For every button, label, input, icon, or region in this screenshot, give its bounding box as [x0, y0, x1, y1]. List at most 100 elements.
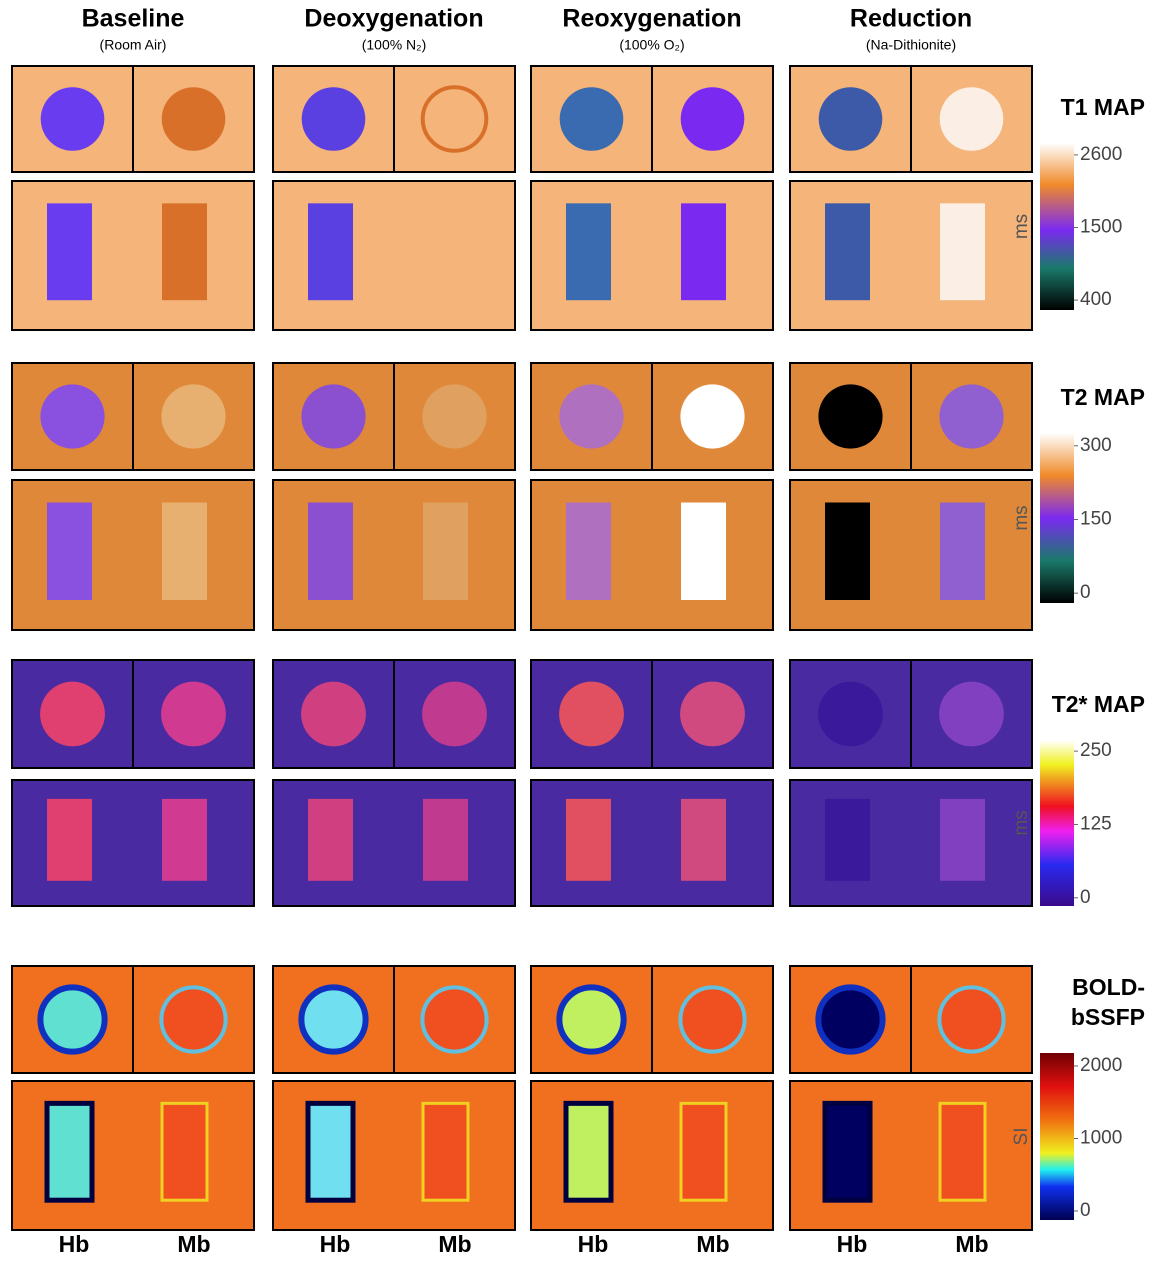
bottom-label: Hb — [837, 1231, 868, 1257]
hb-tube — [825, 1103, 870, 1200]
hb-tube — [308, 799, 353, 881]
colorbar-tick-label: 2600 — [1080, 144, 1122, 165]
mb-tube — [162, 203, 207, 300]
mb-tube — [940, 503, 985, 601]
hb-sample — [818, 987, 882, 1051]
hb-tube — [47, 503, 92, 601]
colorbar — [1040, 740, 1074, 906]
hb-tube — [566, 1103, 611, 1200]
bottom-label: Mb — [177, 1231, 210, 1257]
unit-label: SI — [1011, 1128, 1032, 1146]
colorbar-tick-label: 300 — [1080, 435, 1112, 456]
map-title: T2* MAP — [1052, 691, 1145, 717]
column-title: Baseline — [82, 5, 185, 33]
hb-sample — [40, 682, 105, 747]
hb-tube — [47, 1103, 92, 1200]
map-title: BOLD- — [1072, 974, 1145, 1000]
colorbar-tick-label: 0 — [1080, 582, 1091, 603]
bottom-label: Mb — [438, 1231, 471, 1257]
mb-tube — [681, 799, 726, 881]
colorbar-tick-label: 1000 — [1080, 1128, 1122, 1149]
mb-sample — [161, 682, 226, 747]
mb-sample — [939, 384, 1003, 448]
hb-tube — [825, 503, 870, 601]
mb-sample — [161, 384, 225, 448]
hb-sample — [819, 87, 883, 151]
hb-sample — [41, 87, 105, 151]
hb-tube — [47, 203, 92, 300]
mb-sample — [422, 682, 487, 747]
colorbar-tick-label: 0 — [1080, 887, 1091, 908]
mb-sample — [939, 682, 1004, 747]
mb-sample — [680, 384, 744, 448]
hb-tube — [308, 503, 353, 601]
hb-tube — [825, 203, 870, 300]
column-title: Reduction — [850, 5, 972, 33]
mb-tube — [940, 1103, 985, 1200]
column-title: Deoxygenation — [304, 5, 483, 33]
unit-label: ms — [1011, 810, 1032, 835]
colorbar — [1040, 433, 1074, 603]
colorbar-tick-label: 150 — [1080, 508, 1112, 529]
column-subtitle: (Room Air) — [100, 37, 167, 53]
mb-tube — [162, 1103, 207, 1200]
hb-sample — [301, 987, 365, 1051]
mb-tube — [162, 503, 207, 601]
mb-tube — [162, 799, 207, 881]
bottom-label: Hb — [578, 1231, 609, 1257]
mb-tube — [423, 1103, 468, 1200]
map-title: bSSFP — [1071, 1004, 1145, 1030]
colorbar — [1040, 1053, 1074, 1220]
mb-sample — [680, 682, 745, 747]
colorbar-tick-label: 250 — [1080, 740, 1112, 761]
mb-sample — [162, 87, 226, 151]
mb-sample — [422, 987, 486, 1051]
hb-sample — [40, 384, 104, 448]
column-subtitle: (100% N₂) — [362, 37, 427, 53]
mb-sample — [161, 987, 225, 1051]
hb-sample — [559, 987, 623, 1051]
bottom-label: Hb — [320, 1231, 351, 1257]
hb-sample — [559, 384, 623, 448]
colorbar — [1040, 143, 1074, 310]
mb-sample — [680, 987, 744, 1051]
unit-label: ms — [1011, 505, 1032, 530]
mb-sample — [422, 384, 486, 448]
mb-sample — [681, 87, 745, 151]
mb-tube — [423, 503, 468, 601]
hb-sample — [560, 87, 624, 151]
column-subtitle: (Na-Dithionite) — [866, 37, 956, 53]
mb-tube — [681, 203, 726, 300]
hb-sample — [818, 682, 883, 747]
column-title: Reoxygenation — [562, 5, 741, 33]
hb-tube — [566, 799, 611, 881]
hb-tube — [566, 503, 611, 601]
hb-sample — [301, 682, 366, 747]
figure: Baseline (Room Air) Hb Mb Deoxygenation (100%… — [0, 0, 1160, 1261]
colorbar-tick-label: 2000 — [1080, 1055, 1122, 1076]
unit-label: ms — [1011, 214, 1032, 239]
hb-tube — [308, 203, 353, 300]
mb-sample — [939, 987, 1003, 1051]
hb-tube — [566, 203, 611, 300]
colorbar-tick-label: 0 — [1080, 1200, 1091, 1221]
mb-sample — [423, 87, 487, 151]
hb-sample — [40, 987, 104, 1051]
mb-sample — [940, 87, 1004, 151]
hb-sample — [301, 384, 365, 448]
bottom-label: Hb — [59, 1231, 90, 1257]
colorbar-tick-label: 125 — [1080, 813, 1112, 834]
mb-tube — [423, 799, 468, 881]
bottom-label: Mb — [955, 1231, 988, 1257]
hb-sample — [559, 682, 624, 747]
map-title: T1 MAP — [1061, 94, 1145, 120]
colorbar-tick-label: 1500 — [1080, 217, 1122, 238]
column-subtitle: (100% O₂) — [619, 37, 684, 53]
mb-tube — [940, 203, 985, 300]
mb-tube — [681, 1103, 726, 1200]
hb-sample — [818, 384, 882, 448]
hb-tube — [308, 1103, 353, 1200]
map-title: T2 MAP — [1061, 384, 1145, 410]
mb-tube — [423, 203, 468, 300]
hb-tube — [825, 799, 870, 881]
